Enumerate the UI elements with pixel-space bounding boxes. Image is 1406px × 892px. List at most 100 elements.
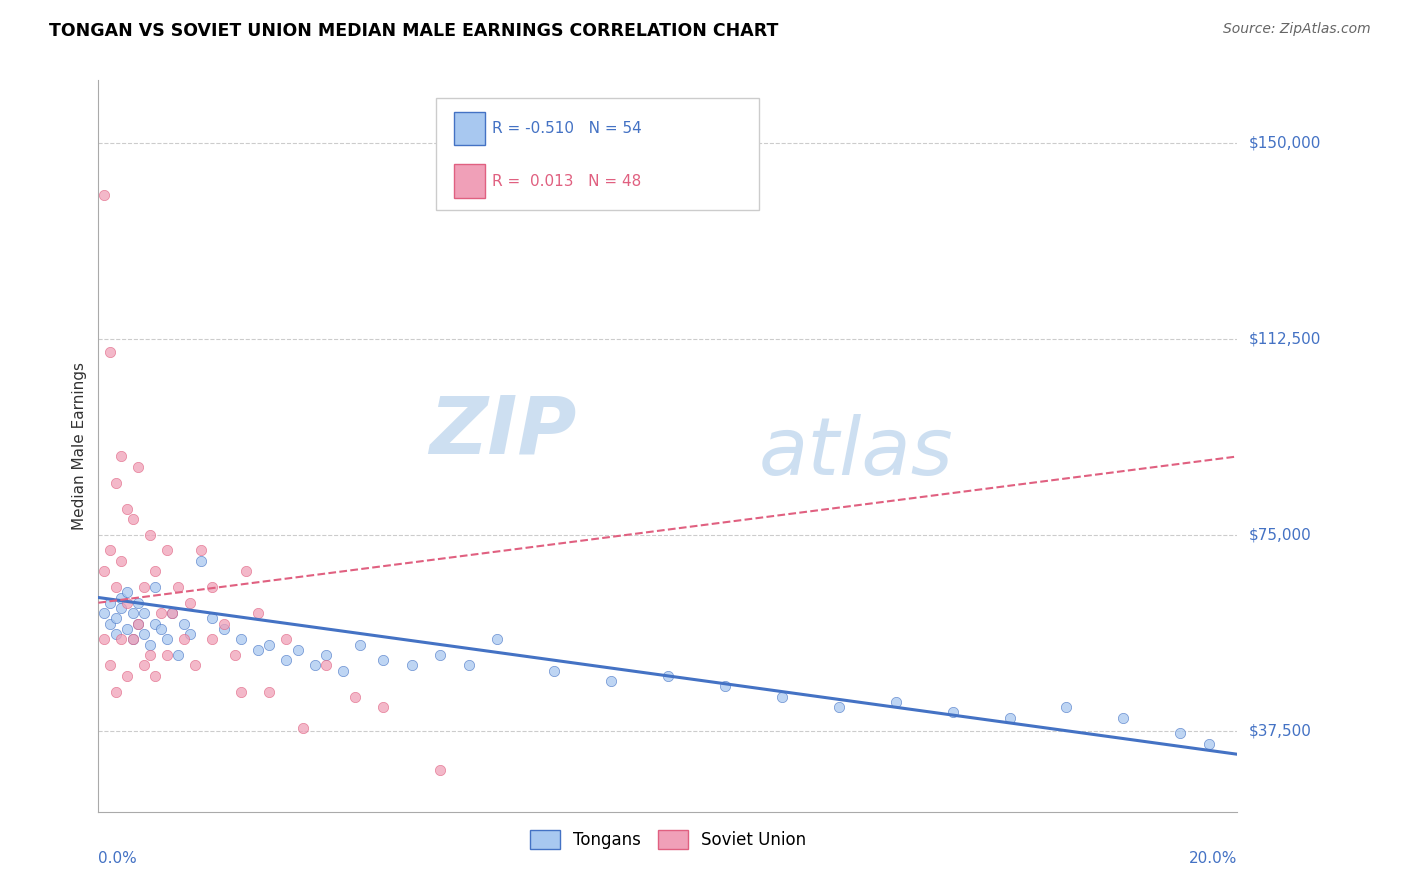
Point — [150, 622, 173, 636]
Point — [224, 648, 246, 662]
Point — [162, 606, 184, 620]
Point — [429, 648, 451, 662]
Point — [315, 648, 337, 662]
Point — [121, 512, 143, 526]
Text: 20.0%: 20.0% — [1189, 851, 1237, 865]
Point — [287, 642, 309, 657]
Point — [110, 632, 132, 647]
Point — [121, 606, 143, 620]
Point — [98, 543, 121, 558]
Point — [162, 606, 184, 620]
Point — [998, 711, 1021, 725]
Point — [127, 616, 149, 631]
Point — [115, 596, 138, 610]
Point — [93, 606, 115, 620]
Point — [115, 622, 138, 636]
Point — [132, 606, 155, 620]
Point — [179, 627, 201, 641]
Text: TONGAN VS SOVIET UNION MEDIAN MALE EARNINGS CORRELATION CHART: TONGAN VS SOVIET UNION MEDIAN MALE EARNI… — [49, 22, 779, 40]
Point — [115, 585, 138, 599]
Point — [1170, 726, 1192, 740]
Point — [212, 622, 235, 636]
Point — [179, 596, 201, 610]
Point — [145, 669, 167, 683]
Point — [184, 658, 207, 673]
Point — [138, 528, 160, 542]
Point — [93, 565, 115, 579]
Text: 0.0%: 0.0% — [98, 851, 138, 865]
Point — [212, 616, 235, 631]
Point — [98, 658, 121, 673]
Text: R = -0.510   N = 54: R = -0.510 N = 54 — [492, 121, 643, 136]
Point — [98, 345, 121, 359]
Point — [156, 543, 179, 558]
Point — [373, 653, 395, 667]
Point — [138, 648, 160, 662]
Point — [1112, 711, 1135, 725]
Point — [173, 616, 195, 631]
Text: $150,000: $150,000 — [1249, 136, 1320, 151]
Point — [229, 632, 252, 647]
Point — [121, 632, 143, 647]
Text: ZIP: ZIP — [429, 392, 576, 470]
Point — [201, 632, 224, 647]
Point — [457, 658, 479, 673]
Y-axis label: Median Male Earnings: Median Male Earnings — [72, 362, 87, 530]
Text: R =  0.013   N = 48: R = 0.013 N = 48 — [492, 174, 641, 188]
Point — [127, 459, 149, 474]
Point — [235, 565, 257, 579]
Text: $112,500: $112,500 — [1249, 332, 1320, 346]
Point — [110, 591, 132, 605]
Point — [201, 580, 224, 594]
Point — [121, 632, 143, 647]
Point — [246, 606, 269, 620]
Point — [104, 611, 127, 625]
Point — [259, 638, 281, 652]
Point — [138, 638, 160, 652]
Point — [229, 684, 252, 698]
Point — [127, 596, 149, 610]
Point — [127, 616, 149, 631]
Point — [332, 664, 354, 678]
Point — [828, 700, 851, 714]
Point — [98, 616, 121, 631]
Point — [156, 648, 179, 662]
Point — [770, 690, 793, 704]
Point — [190, 543, 212, 558]
Point — [132, 627, 155, 641]
Point — [93, 632, 115, 647]
Text: $75,000: $75,000 — [1249, 527, 1312, 542]
Point — [104, 684, 127, 698]
Point — [104, 580, 127, 594]
Point — [343, 690, 366, 704]
Point — [292, 721, 315, 735]
Point — [600, 674, 623, 689]
Point — [276, 653, 298, 667]
Point — [1056, 700, 1078, 714]
Point — [315, 658, 337, 673]
Point — [543, 664, 565, 678]
Point — [429, 763, 451, 777]
Point — [349, 638, 371, 652]
Point — [373, 700, 395, 714]
Point — [110, 601, 132, 615]
Point — [104, 627, 127, 641]
Text: atlas: atlas — [759, 414, 953, 492]
Point — [657, 669, 679, 683]
Point — [884, 695, 907, 709]
Point — [167, 648, 190, 662]
Point — [150, 606, 173, 620]
Point — [132, 580, 155, 594]
Text: Source: ZipAtlas.com: Source: ZipAtlas.com — [1223, 22, 1371, 37]
Text: $37,500: $37,500 — [1249, 723, 1312, 739]
Point — [304, 658, 326, 673]
Point — [115, 669, 138, 683]
Point — [1198, 737, 1220, 751]
Point — [115, 501, 138, 516]
Point — [110, 554, 132, 568]
Point — [401, 658, 423, 673]
Point — [145, 616, 167, 631]
Point — [104, 475, 127, 490]
Legend: Tongans, Soviet Union: Tongans, Soviet Union — [523, 823, 813, 856]
Point — [190, 554, 212, 568]
